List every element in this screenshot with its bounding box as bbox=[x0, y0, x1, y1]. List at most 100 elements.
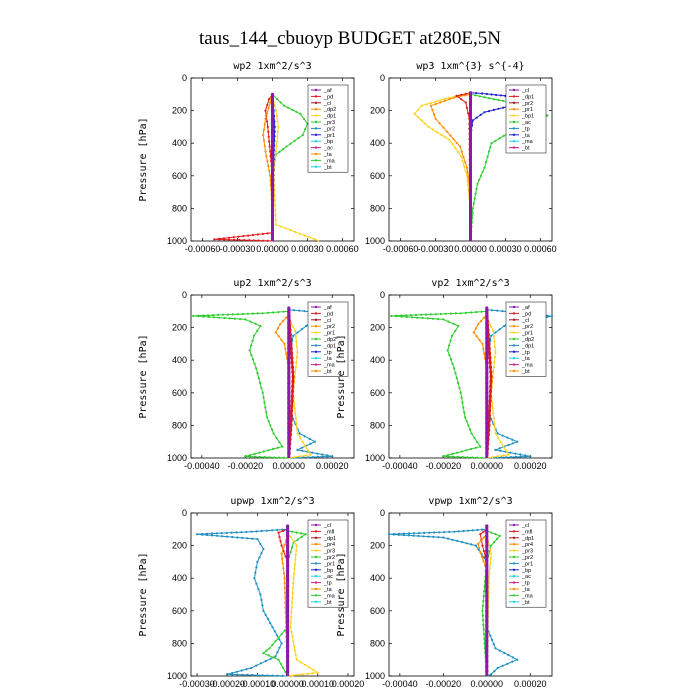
legend-marker bbox=[314, 120, 318, 124]
series-point bbox=[212, 316, 216, 319]
y-tick-label: 800 bbox=[172, 420, 187, 430]
series-point bbox=[292, 640, 295, 643]
legend-marker bbox=[512, 575, 516, 578]
series-point bbox=[529, 455, 532, 458]
series-point bbox=[293, 407, 296, 410]
series-point bbox=[481, 342, 484, 345]
series-point bbox=[292, 582, 295, 585]
series-point bbox=[471, 119, 474, 122]
series-point bbox=[448, 96, 451, 99]
series-point bbox=[287, 401, 291, 405]
legend-box bbox=[307, 301, 349, 377]
series-point bbox=[284, 316, 287, 319]
series-point bbox=[419, 313, 423, 316]
series-point bbox=[490, 552, 493, 555]
series-point bbox=[257, 377, 260, 380]
series-point bbox=[264, 109, 267, 112]
series-point bbox=[274, 331, 277, 334]
legend-label: _pr1 bbox=[521, 561, 533, 567]
series-point bbox=[268, 145, 271, 148]
series-point bbox=[293, 649, 296, 652]
series-point bbox=[497, 436, 500, 439]
series-point bbox=[266, 103, 269, 106]
panel-title: up2 1xm^2/s^3 bbox=[233, 278, 311, 289]
series-point bbox=[277, 658, 280, 661]
series-point bbox=[485, 569, 489, 573]
series-point bbox=[390, 314, 393, 317]
series-point bbox=[266, 674, 269, 677]
series-point bbox=[277, 636, 280, 639]
legend-marker bbox=[314, 127, 318, 130]
series-point bbox=[295, 356, 298, 359]
series-point bbox=[291, 591, 294, 595]
legend-label: _bp1 bbox=[521, 114, 534, 120]
series-point bbox=[402, 534, 405, 537]
series-point bbox=[488, 394, 492, 398]
series-point bbox=[457, 151, 460, 154]
series-point bbox=[485, 574, 489, 578]
series-point bbox=[276, 674, 279, 677]
y-tick-label: 400 bbox=[172, 573, 187, 583]
series-point bbox=[511, 660, 514, 663]
series-point bbox=[449, 134, 452, 137]
series-point bbox=[483, 642, 486, 645]
series-point bbox=[287, 426, 291, 430]
series-point bbox=[305, 324, 308, 328]
series-point bbox=[490, 325, 493, 328]
series-point bbox=[295, 345, 298, 348]
series-point bbox=[270, 138, 275, 142]
series-point bbox=[502, 134, 505, 137]
series-point bbox=[308, 666, 311, 669]
series-point bbox=[273, 130, 276, 133]
series-point bbox=[454, 329, 457, 332]
series-point bbox=[274, 204, 277, 207]
series-point bbox=[429, 101, 432, 105]
series-point bbox=[261, 604, 264, 607]
legend-label: _af bbox=[323, 305, 332, 311]
legend-label: _pr2 bbox=[521, 101, 533, 107]
series-point bbox=[293, 456, 296, 459]
series-point bbox=[277, 311, 280, 314]
plot-frame bbox=[388, 512, 553, 677]
series-point bbox=[492, 541, 496, 544]
series-point bbox=[270, 204, 275, 208]
series-point bbox=[493, 670, 496, 673]
legend-marker bbox=[512, 568, 516, 571]
series-point bbox=[465, 106, 469, 109]
series-point bbox=[482, 619, 485, 622]
legend-label: _pr2 bbox=[521, 324, 533, 330]
series-point bbox=[293, 644, 296, 647]
series-point bbox=[218, 316, 221, 319]
series-point bbox=[276, 130, 279, 133]
series-point bbox=[485, 421, 489, 425]
series-point bbox=[286, 669, 290, 673]
series-point bbox=[269, 101, 272, 104]
series-point bbox=[479, 533, 482, 536]
series-point bbox=[316, 452, 319, 455]
series-point bbox=[266, 239, 269, 242]
legend-label: _cl bbox=[323, 101, 331, 107]
series-point bbox=[482, 549, 485, 553]
series-point bbox=[481, 170, 484, 173]
series-point bbox=[282, 548, 285, 551]
series-point bbox=[235, 531, 238, 534]
series-point bbox=[312, 669, 315, 672]
series-point bbox=[468, 194, 473, 199]
series-point bbox=[449, 312, 452, 315]
y-tick-label: 0 bbox=[182, 508, 187, 518]
series-point bbox=[483, 96, 486, 99]
y-tick-label: 600 bbox=[370, 606, 385, 616]
legend-label: _ta bbox=[521, 133, 531, 139]
series-point bbox=[295, 427, 298, 430]
legend-label: _bt bbox=[323, 600, 332, 606]
legend-marker bbox=[512, 331, 516, 334]
legend-label: _dp2 bbox=[323, 337, 336, 343]
legend-marker bbox=[314, 600, 318, 603]
legend-label: _pr3 bbox=[323, 549, 335, 555]
legend-label: _ac bbox=[323, 574, 333, 580]
series-point bbox=[290, 606, 293, 609]
series-point bbox=[488, 404, 492, 408]
series-point bbox=[465, 166, 469, 169]
series-point bbox=[460, 396, 463, 399]
series-point bbox=[271, 529, 274, 532]
